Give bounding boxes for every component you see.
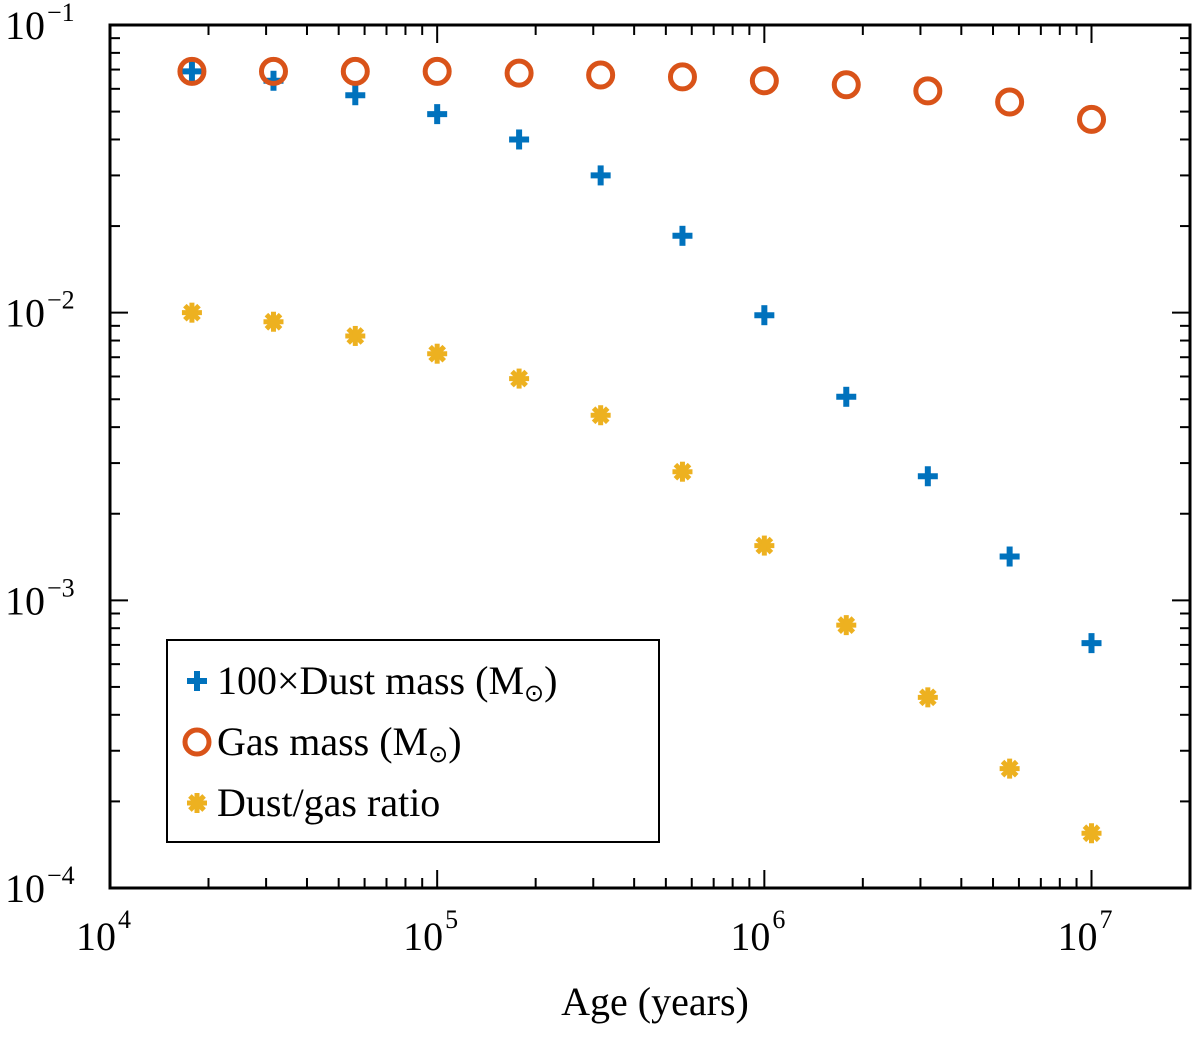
x-tick-base: 10 [403,914,443,959]
series-3 [181,302,1102,844]
x-tick-base: 10 [76,914,116,959]
legend-label-main: 100×Dust mass (M [217,658,524,703]
data-point [427,104,448,125]
data-point [754,535,775,556]
legend-box [166,639,660,843]
data-point [422,56,452,86]
legend-label: 100×Dust mass (M⊙) [217,658,557,707]
x-tick-exponent: 5 [445,905,458,934]
data-point [917,466,938,487]
legend-label-sun-symbol: ⊙ [524,679,544,707]
x-tick-label: 10 6 [730,905,785,959]
series-1 [181,61,1102,654]
legend-label-sun-symbol: ⊙ [428,740,448,768]
legend-label-close: ) [544,658,557,703]
legend-label: Dust/gas ratio [217,780,440,825]
legend-marker [187,671,207,691]
data-point [586,60,616,90]
legend-entry: 100×Dust mass (M⊙) [187,658,557,707]
x-tick-exponent: 6 [772,905,785,934]
y-tick-exponent: −1 [47,0,75,27]
x-tick-label: 10 5 [403,905,458,959]
data-point [181,61,202,82]
x-tick-label: 10 4 [76,905,131,959]
data-point [427,343,448,364]
data-point [345,85,366,106]
data-point [749,66,779,96]
data-point [509,368,530,389]
data-point [590,165,611,186]
axes-frame [108,23,1192,890]
y-tick-base: 10 [5,866,45,911]
data-point [258,56,288,86]
data-point [1081,823,1102,844]
data-point [672,461,693,482]
y-tick-exponent: −4 [47,861,75,890]
data-point [913,76,943,106]
legend-marker [182,727,212,757]
data-point [590,405,611,426]
data-point [181,302,202,323]
y-tick-base: 10 [5,3,45,48]
x-tick-base: 10 [1058,914,1098,959]
legend-label-main: Dust/gas ratio [217,780,440,825]
y-tick-label: 10 −2 [5,286,75,336]
legend-label: Gas mass (M⊙) [217,719,462,768]
legend: 100×Dust mass (M⊙)Gas mass (M⊙)Dust/gas … [166,639,660,843]
data-point [667,62,697,92]
data-point [1081,633,1102,654]
data-point [1077,104,1107,134]
data-point [831,70,861,100]
y-tick-base: 10 [5,291,45,336]
tick-labels: 10 4 10 5 10 6 10 710 −110 −210 −310 −4 [5,0,1113,959]
data-marks [177,56,1107,844]
legend-marker [187,793,207,813]
data-point [836,615,857,636]
y-tick-label: 10 −1 [5,0,75,48]
y-tick-exponent: −3 [47,573,75,602]
y-tick-base: 10 [5,578,45,623]
y-tick-exponent: −2 [47,286,75,315]
data-point [340,56,370,86]
x-tick-base: 10 [730,914,770,959]
legend-label-main: Gas mass (M [217,719,428,764]
series-2 [177,56,1107,134]
data-point [672,225,693,246]
data-point [836,386,857,407]
x-tick-exponent: 4 [118,905,131,934]
y-tick-label: 10 −3 [5,573,75,623]
x-tick-exponent: 7 [1100,905,1113,934]
data-point [504,58,534,88]
legend-entry: Gas mass (M⊙) [182,719,462,768]
data-point [995,87,1025,117]
data-point [263,311,284,332]
x-tick-label: 10 7 [1058,905,1113,959]
data-point [917,687,938,708]
data-point [754,305,775,326]
data-point [999,758,1020,779]
legend-entry: Dust/gas ratio [187,780,440,825]
data-point [345,325,366,346]
y-tick-label: 10 −4 [5,861,75,911]
x-axis-label: Age (years) [561,979,749,1024]
data-point [999,546,1020,567]
data-point [177,56,207,86]
axis-ticks [109,24,1191,889]
legend-label-close: ) [448,719,461,764]
data-point [509,129,530,150]
